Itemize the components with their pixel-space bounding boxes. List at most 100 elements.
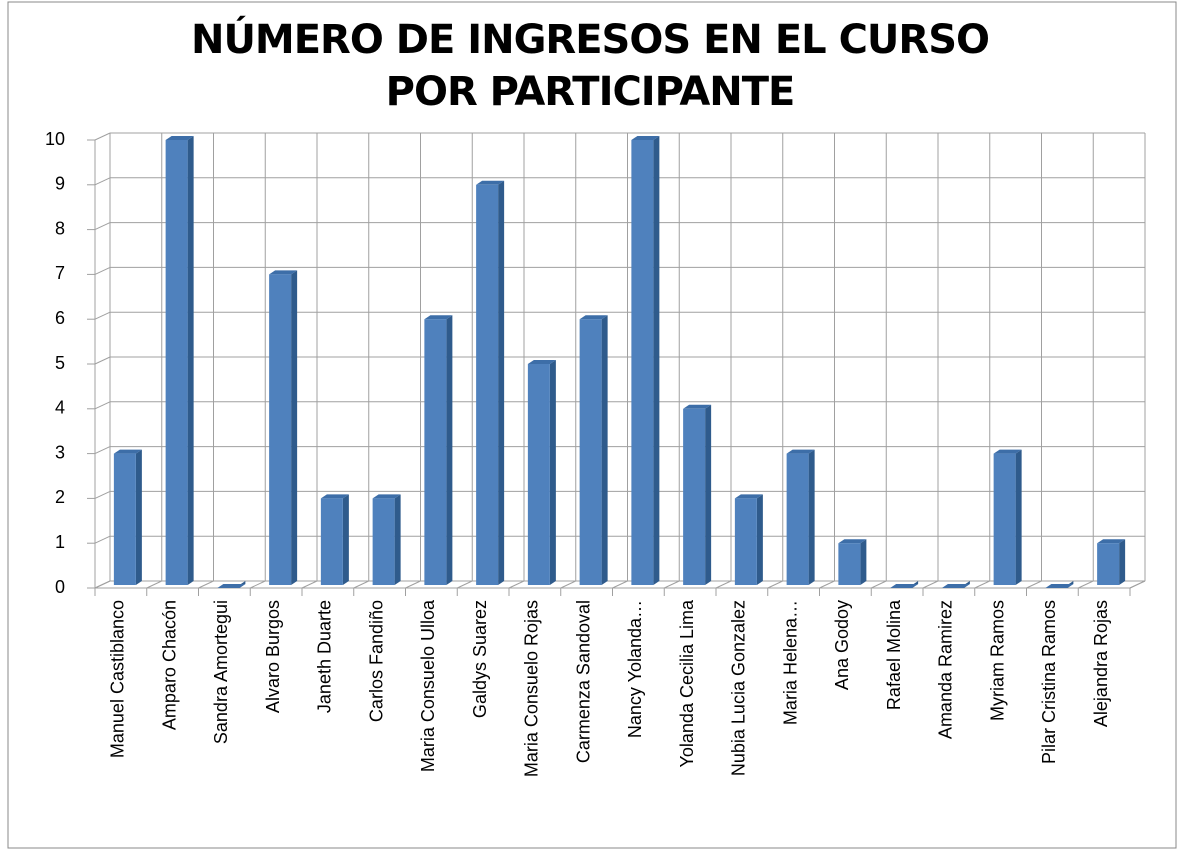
floor-line [974, 580, 990, 589]
bar-top [734, 494, 763, 499]
floor-line [198, 580, 214, 589]
bar [372, 498, 395, 585]
y-tick-label: 8 [55, 218, 65, 238]
bar [734, 498, 757, 585]
floor-line [250, 580, 266, 589]
grid-line [94, 535, 111, 544]
bar [786, 453, 809, 585]
bar [527, 364, 550, 585]
grid-line [94, 401, 111, 410]
floor-line [405, 580, 421, 589]
grid-line [94, 580, 111, 589]
bar-side [291, 270, 298, 585]
floor-line [146, 580, 162, 589]
bar-side [498, 180, 505, 586]
bar-top [890, 584, 919, 588]
bar-side [860, 539, 867, 585]
bar [1097, 543, 1120, 585]
x-tick-label: Nubia Lucia Gonzalez [729, 600, 749, 776]
bar-top [786, 449, 815, 454]
bar-side [446, 315, 453, 585]
bar-side [808, 449, 815, 585]
bar-side [601, 315, 608, 585]
y-tick-label: 1 [55, 532, 65, 552]
floor-line [457, 580, 473, 589]
x-tick-label: Carmenza Sandoval [573, 600, 593, 763]
x-tick-label: Nancy Yolanda… [625, 600, 645, 738]
bar-side [1119, 539, 1126, 585]
bar-top [476, 180, 505, 185]
bar-top [993, 449, 1022, 454]
bar-top [941, 584, 970, 588]
x-tick-label: Galdys Suarez [470, 600, 490, 718]
bar-top [1097, 539, 1126, 544]
x-tick-label: Alejandra Rojas [1091, 600, 1111, 727]
x-tick-label: Yolanda Cecilia Lima [677, 599, 697, 767]
floor-line [664, 580, 680, 589]
bar-side [756, 494, 763, 585]
bar-side [187, 136, 194, 585]
floor-right [1129, 580, 1146, 589]
y-tick-label: 2 [55, 487, 65, 507]
x-tick-label: Alvaro Burgos [263, 600, 283, 713]
bar-side [1015, 449, 1022, 585]
floor-line [560, 580, 576, 589]
x-tick-label: Amparo Chacón [159, 600, 179, 730]
grid-line [94, 177, 111, 186]
bar-top [372, 494, 401, 499]
grid-line [94, 311, 111, 320]
bar [683, 408, 706, 585]
x-tick-label: Carlos Fandiño [366, 600, 386, 722]
bar-side [705, 404, 712, 585]
y-tick-label: 7 [55, 263, 65, 283]
chart-title: NÚMERO DE INGRESOS EN EL CURSO POR PARTI… [190, 17, 990, 115]
grid-line [94, 132, 111, 141]
floor-line [715, 580, 732, 589]
floor-line [871, 580, 887, 589]
y-tick-label: 9 [55, 174, 65, 194]
x-tick-label: Manuel Castiblanco [108, 600, 128, 758]
bar [424, 319, 447, 585]
x-tick-label: Maria Consuelo Ulloa [418, 599, 438, 772]
y-tick-label: 4 [55, 398, 65, 418]
x-tick-label: Sandra Amortegui [211, 600, 231, 744]
bar-top [217, 584, 246, 588]
x-tick-label: Maria Consuelo Rojas [522, 600, 542, 777]
bar [113, 453, 136, 585]
x-tick-label: Pilar Cristina Ramos [1039, 600, 1059, 764]
floor-line [508, 580, 525, 589]
floor-line [767, 580, 783, 589]
floor-line [353, 580, 369, 589]
bar [320, 498, 343, 585]
y-tick-label: 6 [55, 308, 65, 328]
x-tick-label: Maria Helena… [780, 600, 800, 725]
floor-line [1026, 580, 1042, 589]
bar [579, 319, 602, 585]
bar-side [549, 360, 556, 585]
grid-line [94, 222, 111, 231]
bar-side [342, 494, 349, 585]
y-tick-label: 0 [55, 577, 65, 597]
bar [165, 140, 188, 585]
grid-line [94, 490, 111, 499]
bar-side [394, 494, 401, 585]
bar-top [631, 136, 660, 140]
bar-top [424, 315, 453, 320]
x-tick-label: Ana Godoy [832, 600, 852, 690]
bar-top [113, 449, 142, 454]
bar [631, 140, 654, 585]
floor-line [1078, 580, 1094, 589]
bar-top [527, 360, 556, 364]
bar [476, 184, 499, 586]
y-tick-label: 10 [45, 129, 65, 149]
floor-line [612, 580, 628, 589]
grid-line [94, 356, 111, 365]
chart-border [7, 1, 1177, 849]
bar-top [1045, 584, 1074, 588]
bar [993, 453, 1016, 585]
y-tick-label: 3 [55, 442, 65, 462]
bar [838, 543, 861, 585]
bar-top [269, 270, 298, 275]
